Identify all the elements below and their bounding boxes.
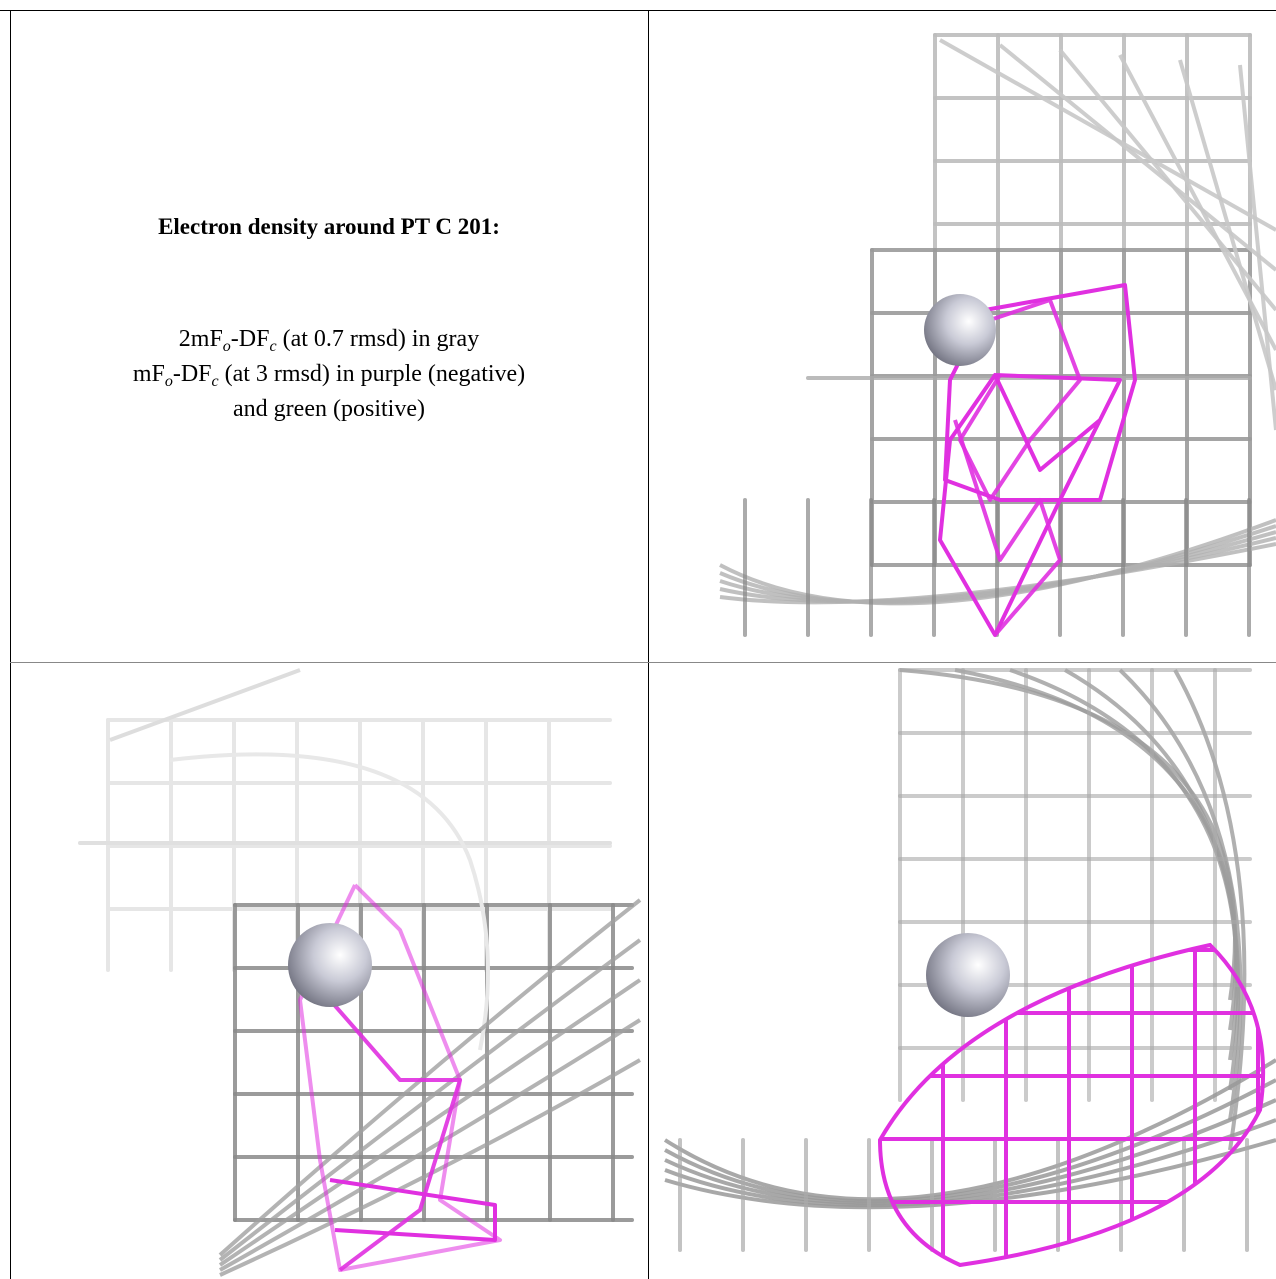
- legend-line: and green (positive): [10, 392, 648, 427]
- legend-line: mFo-DFc (at 3 rmsd) in purple (negative): [10, 357, 648, 392]
- mesh-curve: [109, 668, 301, 742]
- text: (at 0.7 rmsd) in gray: [276, 326, 480, 352]
- mesh-curve: [998, 43, 1276, 272]
- mesh-poly: [328, 998, 462, 1272]
- mesh-curve: [1173, 669, 1247, 1151]
- mesh-curve: [664, 1138, 1276, 1210]
- atom-sphere: [288, 923, 372, 1007]
- mesh-poly: [329, 1178, 497, 1242]
- mesh-curve: [219, 1018, 642, 1272]
- text: and green (positive): [233, 396, 425, 422]
- panel-bottom-right: [663, 668, 1276, 1268]
- mesh-curve: [218, 898, 642, 1257]
- atom-sphere: [924, 294, 996, 366]
- atom-sphere: [926, 933, 1010, 1017]
- mesh-curve: [169, 752, 490, 1051]
- legend: 2mFo-DFc (at 0.7 rmsd) in gray mFo-DFc (…: [10, 322, 648, 427]
- frame: [0, 10, 1276, 1279]
- panel-bottom-left: [78, 668, 642, 1277]
- legend-line: 2mFo-DFc (at 0.7 rmsd) in gray: [10, 322, 648, 357]
- mesh-curve: [719, 542, 1276, 605]
- mesh-curve: [663, 1058, 1276, 1202]
- heading: Electron density around PT C 201:: [158, 214, 500, 239]
- mesh-curve: [1238, 64, 1276, 431]
- subscript: o: [222, 338, 231, 355]
- panel-top-right: [719, 33, 1276, 637]
- subscript: c: [269, 338, 277, 355]
- text: -DF: [172, 361, 212, 387]
- text: (at 3 rmsd) in purple (negative): [218, 361, 526, 387]
- mesh-poly: [938, 373, 1122, 637]
- subscript: o: [164, 373, 173, 390]
- text: 2mF: [178, 326, 223, 352]
- mesh-curve: [1064, 668, 1241, 1091]
- mesh-curve: [664, 1078, 1276, 1204]
- mesh-curve: [218, 938, 642, 1262]
- mesh-poly: [943, 283, 1137, 502]
- mesh-curve: [219, 1058, 642, 1277]
- mesh-poly: [298, 883, 502, 1272]
- mesh-poly: [953, 419, 1062, 637]
- text: mF: [132, 361, 165, 387]
- text: -DF: [230, 326, 270, 352]
- mesh-curve: [218, 978, 642, 1267]
- mesh-curve: [1178, 59, 1276, 391]
- subscript: c: [211, 373, 219, 390]
